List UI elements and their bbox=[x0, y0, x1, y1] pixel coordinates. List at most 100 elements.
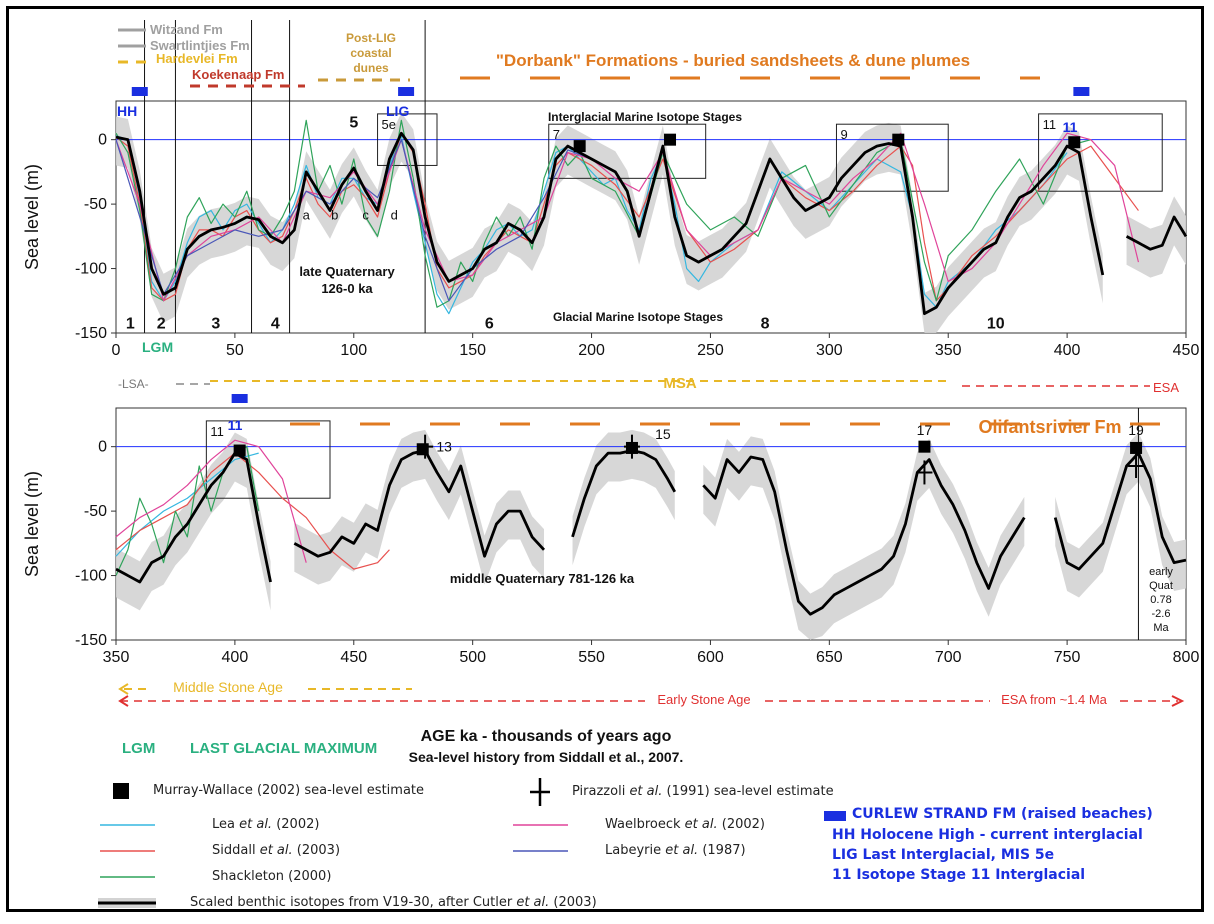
swartlintjies-label: Swartlintjies Fm bbox=[150, 38, 250, 53]
dorbank-label: "Dorbank" Formations - buried sandsheets… bbox=[496, 51, 970, 70]
interglacial-box-11 bbox=[1038, 113, 1163, 192]
x-tick-label: 450 bbox=[340, 649, 367, 666]
series-line-lea-0 bbox=[115, 135, 1068, 315]
x-tick-label: 550 bbox=[578, 649, 605, 666]
lig-label: LIG bbox=[386, 103, 409, 119]
legend-hh-text: HH Holocene High - current interglacial bbox=[832, 827, 1143, 843]
x-tick-label: 800 bbox=[1173, 649, 1200, 666]
envelope-band-1 bbox=[1126, 196, 1186, 278]
lsa-label: -LSA- bbox=[118, 377, 149, 391]
early-quat-line4: -2.6 bbox=[1152, 608, 1171, 620]
postlig-line1: Post-LIG bbox=[346, 31, 396, 45]
y-tick-label: -100 bbox=[75, 261, 107, 278]
bottom-plot-frame bbox=[115, 407, 1187, 641]
series-line-benthic-1 bbox=[1125, 215, 1188, 251]
top-y-axis-title: Sea level (m) bbox=[22, 164, 42, 270]
stage-label-17: 17 bbox=[917, 422, 933, 438]
interglacial-stages-label: Interglacial Marine Isotope Stages bbox=[548, 110, 742, 124]
legend-curlew-symbol bbox=[824, 811, 846, 821]
legend-lig-text: LIG Last Interglacial, MIS 5e bbox=[832, 847, 1055, 863]
esa-arrow-right-head bbox=[1171, 695, 1185, 707]
x-tick-label: 200 bbox=[578, 342, 605, 359]
x-tick-label: 250 bbox=[697, 342, 724, 359]
x-tick-label: 750 bbox=[1054, 649, 1081, 666]
x-tick-label: 400 bbox=[222, 649, 249, 666]
legend-stage11-text: 11 Isotope Stage 11 Interglacial bbox=[832, 867, 1086, 883]
series-line-benthic-0 bbox=[115, 451, 272, 584]
series-line-siddall-0 bbox=[115, 452, 390, 570]
curlew-marker-1 bbox=[398, 87, 415, 96]
y-tick-label: -100 bbox=[75, 568, 107, 585]
series-line-waelbroeck-0 bbox=[115, 132, 1140, 302]
x-tick-label: 400 bbox=[1054, 342, 1081, 359]
y-tick-label: 0 bbox=[98, 132, 107, 149]
postlig-line3: dunes bbox=[353, 61, 389, 75]
stage-label-13: 13 bbox=[436, 439, 452, 455]
x-tick-label: 600 bbox=[697, 649, 724, 666]
murray-square-marker-3 bbox=[1068, 136, 1081, 149]
stage-number-8: 8 bbox=[761, 316, 770, 333]
murray-square-marker-4 bbox=[1130, 441, 1143, 454]
stage-label-15: 15 bbox=[655, 426, 671, 442]
murray-square-marker-0 bbox=[573, 140, 586, 153]
legend-labeyrie-text: Labeyrie et al. (1987) bbox=[605, 843, 746, 858]
late-quaternary-line2: 126-0 ka bbox=[321, 281, 373, 296]
top-envelope-band bbox=[116, 112, 1186, 333]
stage-number-4: 4 bbox=[271, 316, 280, 333]
curlew-marker-2 bbox=[1073, 87, 1090, 96]
series-line-shackleton-0 bbox=[115, 119, 1092, 308]
esa-from-label: ESA from ~1.4 Ma bbox=[1001, 692, 1108, 707]
x-tick-label: 100 bbox=[340, 342, 367, 359]
x-tick-label: 350 bbox=[935, 342, 962, 359]
legend-pirazzoli-text: Pirazzoli et al. (1991) sea-level estima… bbox=[572, 784, 834, 799]
legend-curlew-text: CURLEW STRAND FM (raised beaches) bbox=[852, 806, 1153, 822]
y-tick-label: -150 bbox=[75, 325, 107, 342]
series-line-siddall-0 bbox=[115, 132, 1139, 302]
x-tick-label: 700 bbox=[935, 649, 962, 666]
hardevlei-label: Hardevlei Fm bbox=[156, 51, 238, 66]
x-tick-label: 500 bbox=[459, 649, 486, 666]
x-tick-label: 450 bbox=[1173, 342, 1200, 359]
x-tick-label: 50 bbox=[226, 342, 244, 359]
figure-frame bbox=[6, 6, 1204, 912]
olifantsrivier-label: Olifantsrivier Fm bbox=[978, 417, 1121, 437]
postlig-line2: coastal bbox=[350, 46, 391, 60]
envelope-band-3 bbox=[703, 436, 1025, 640]
interglacial-box-label: 7 bbox=[553, 127, 560, 142]
late-quaternary-line1: late Quaternary bbox=[299, 264, 395, 279]
x-tick-label: 150 bbox=[459, 342, 486, 359]
stage-number-5: 5 bbox=[349, 115, 358, 132]
legend-square-symbol bbox=[113, 783, 129, 799]
glacial-stages-label: Glacial Marine Isotope Stages bbox=[553, 310, 723, 324]
legend-benthic-text: Scaled benthic isotopes from V19-30, aft… bbox=[190, 895, 597, 910]
early-quat-line5: Ma bbox=[1153, 622, 1169, 634]
x-tick-label: 350 bbox=[103, 649, 130, 666]
interglacial-box-label: 5e bbox=[382, 117, 396, 132]
y-tick-label: -50 bbox=[84, 196, 107, 213]
substage-label-b: b bbox=[331, 207, 338, 222]
interglacial-box-label: 11 bbox=[1043, 117, 1057, 132]
middle-stone-age-label: Middle Stone Age bbox=[173, 679, 283, 695]
series-line-benthic-0 bbox=[115, 131, 1105, 316]
msa-arrow-head bbox=[118, 683, 129, 695]
witzand-label: Witzand Fm bbox=[150, 22, 223, 37]
curlew-bottom-11-label: 11 bbox=[228, 417, 243, 433]
bottom-y-axis-title: Sea level (m) bbox=[22, 471, 42, 577]
substage-label-a: a bbox=[303, 207, 311, 222]
legend-siddall-text: Siddall et al. (2003) bbox=[212, 843, 341, 858]
envelope-band-0 bbox=[116, 112, 1103, 333]
legend-shackleton-text: Shackleton (2000) bbox=[212, 869, 332, 884]
lgm-legend-abbr: LGM bbox=[122, 740, 155, 757]
x-tick-label: 300 bbox=[816, 342, 843, 359]
murray-square-marker-1 bbox=[416, 443, 429, 456]
interglacial-box-label: 11 bbox=[210, 424, 224, 439]
early-quat-line1: early bbox=[1149, 566, 1173, 578]
x-tick-label: 650 bbox=[816, 649, 843, 666]
curlew-top-11-label: 11 bbox=[1063, 119, 1078, 135]
murray-square-marker-1 bbox=[664, 133, 677, 146]
murray-square-marker-3 bbox=[918, 440, 931, 453]
koekenaap-label: Koekenaap Fm bbox=[192, 67, 284, 82]
esa-arrow-left-head bbox=[118, 695, 129, 707]
hh-label: HH bbox=[117, 103, 137, 119]
envelope-band-4 bbox=[1055, 432, 1186, 598]
